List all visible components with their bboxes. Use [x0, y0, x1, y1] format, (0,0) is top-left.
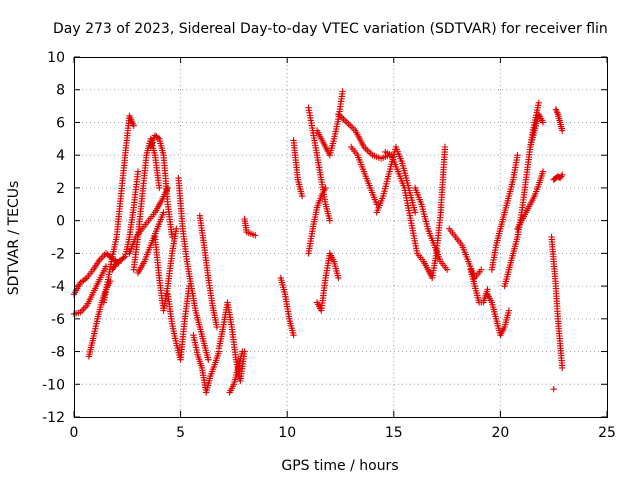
data-point: [505, 307, 513, 314]
series-arc-k: [164, 282, 193, 363]
data-point: [160, 209, 167, 216]
data-point: [130, 122, 137, 129]
series-arc-p: [226, 348, 246, 396]
data-point: [205, 356, 212, 363]
y-tick-label: 0: [56, 214, 65, 230]
y-tick-label: 10: [47, 50, 65, 66]
data-point: [335, 274, 342, 282]
series-arc-u: [305, 184, 329, 257]
data-point: [539, 168, 547, 175]
series-arc-l: [175, 174, 212, 363]
data-point: [550, 385, 557, 393]
data-point: [173, 225, 180, 233]
x-tick-label: 20: [491, 425, 509, 441]
data-point: [80, 305, 87, 313]
data-point: [326, 217, 334, 224]
data-point: [239, 348, 246, 355]
data-point: [559, 171, 566, 179]
data-point: [443, 266, 451, 273]
chart-title: Day 273 of 2023, Sidereal Day-to-day VTE…: [53, 21, 608, 37]
series-arc-ae: [467, 266, 491, 306]
data-point: [134, 168, 142, 175]
data-point: [559, 364, 566, 372]
data-marks: [70, 88, 566, 396]
y-axis-ticks: -12 -10 -8 -6 -4 -2 0 2 4 6 8 10: [42, 50, 607, 426]
series-arc-w: [313, 88, 346, 159]
data-point: [441, 143, 449, 151]
data-point: [322, 184, 329, 192]
data-point: [478, 266, 485, 273]
series-arc-ag: [488, 151, 521, 273]
series-arc-am: [548, 233, 566, 372]
x-tick-label: 5: [176, 425, 185, 441]
series-arc-ac: [420, 143, 449, 282]
data-point: [339, 88, 346, 95]
y-axis-label: SDTVAR / TECUs: [6, 181, 22, 296]
y-tick-label: -6: [51, 312, 65, 328]
series-arc-al: [552, 106, 566, 134]
series-arc-v: [313, 250, 342, 314]
y-tick-label: -2: [51, 246, 65, 262]
x-tick-label: 0: [70, 425, 79, 441]
y-tick-label: -8: [51, 345, 65, 361]
series-arc-c: [85, 277, 114, 360]
series-arc-y: [347, 143, 380, 208]
x-tick-label: 15: [385, 425, 403, 441]
series-arc-g: [126, 184, 172, 257]
data-point: [535, 99, 542, 107]
data-point: [290, 331, 297, 339]
series-arc-z: [373, 143, 419, 216]
data-point: [154, 134, 162, 141]
series-arc-q: [241, 215, 259, 239]
data-point: [97, 255, 105, 262]
y-tick-label: 6: [56, 115, 65, 131]
series-arc-ad: [446, 225, 485, 282]
y-tick-label: 2: [56, 181, 65, 197]
y-tick-label: -10: [42, 377, 65, 393]
y-tick-label: 4: [56, 148, 65, 164]
data-point: [120, 254, 127, 261]
y-tick-label: -4: [51, 279, 65, 295]
series-arc-o: [215, 299, 248, 385]
series-arc-af: [484, 291, 513, 339]
data-point: [298, 192, 306, 200]
data-point: [156, 184, 163, 192]
x-tick-label: 25: [598, 425, 616, 441]
data-point: [554, 109, 561, 116]
series-arc-r: [277, 274, 297, 339]
series-arc-j: [151, 225, 180, 314]
data-point: [559, 127, 566, 134]
plot-frame: [74, 57, 608, 418]
x-axis-label: GPS time / hours: [281, 458, 398, 474]
data-point: [213, 323, 221, 331]
series-arc-d: [100, 112, 137, 306]
series-arc-e: [109, 168, 142, 273]
series-arc-x: [335, 111, 393, 162]
y-tick-label: 8: [56, 83, 65, 99]
series-arc-ab: [411, 184, 451, 273]
data-point: [411, 209, 419, 216]
series-arc-a: [70, 250, 122, 298]
data-point: [539, 119, 547, 126]
series-arc-m: [190, 331, 223, 396]
data-point: [373, 201, 380, 208]
series-arc-aj: [527, 111, 547, 151]
series-arc-an: [550, 385, 557, 393]
series-arc-n: [196, 212, 221, 331]
series-arc-ak: [550, 171, 566, 183]
data-point: [514, 151, 521, 159]
series-arc-ai: [514, 168, 547, 233]
data-point: [252, 232, 259, 239]
y-tick-label: -12: [42, 410, 65, 426]
series-arc-s: [290, 137, 306, 200]
x-tick-label: 10: [278, 425, 296, 441]
